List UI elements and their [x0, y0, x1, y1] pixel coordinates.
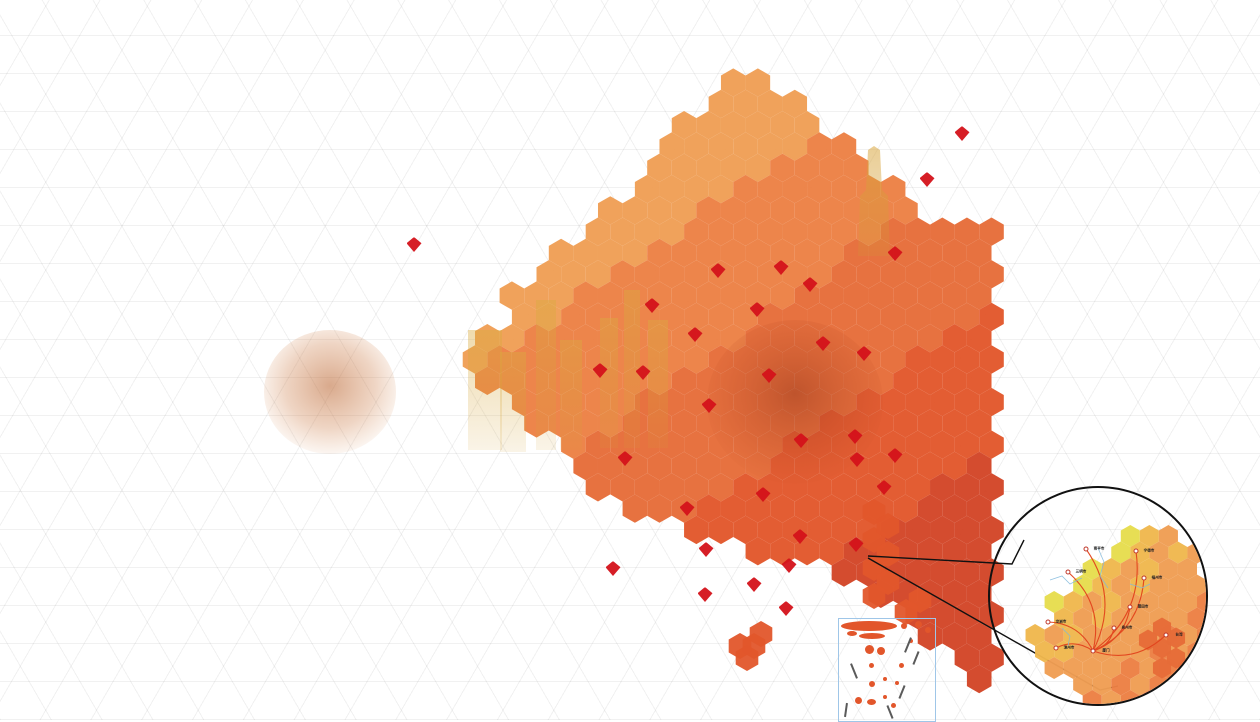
south-china-sea-inset[interactable]	[838, 618, 936, 722]
island-marker	[869, 663, 874, 668]
island-marker	[877, 647, 885, 655]
boundary-dash	[912, 651, 920, 665]
island-marker	[909, 639, 913, 643]
boundary-dash	[904, 637, 912, 653]
inset-node-label: 南平市	[1093, 546, 1105, 551]
inset-node-marker	[1133, 548, 1139, 554]
xiamen-detail-inset[interactable]: 南平市 宁德市三明市福州市莆田市泉州市 龙岩市漳州市 台湾厦门	[988, 486, 1208, 706]
connection-arc	[1047, 621, 1094, 652]
boundary-dash	[850, 663, 858, 679]
inset-node-label: 漳州市	[1063, 645, 1075, 650]
inset-node-label: 龙岩市	[1055, 619, 1067, 624]
connection-arc	[1092, 634, 1167, 656]
inset-node-label: 三明市	[1075, 569, 1087, 574]
inset-node-marker	[1111, 625, 1117, 631]
inset-node-marker	[1053, 645, 1059, 651]
inset-node-marker	[1127, 604, 1133, 610]
inset-node-label: 泉州市	[1121, 625, 1133, 630]
inset-node-label: 莆田市	[1137, 604, 1149, 609]
inset-node-label: 台湾	[1175, 632, 1183, 637]
island-marker	[855, 697, 862, 704]
inset-node-label: 福州市	[1151, 575, 1163, 580]
photo-blend-overlay	[264, 320, 883, 484]
boundary-dash	[844, 702, 848, 718]
inset-node-label: 厦门	[1102, 648, 1110, 653]
inset-node-label: 宁德市	[1143, 548, 1155, 553]
island-marker	[891, 703, 896, 708]
island-marker	[925, 627, 931, 633]
island-marker	[865, 645, 874, 654]
connection-arc	[1055, 643, 1094, 652]
island-marker	[895, 681, 899, 685]
island-marker	[859, 633, 885, 639]
inset-node-marker	[1090, 648, 1096, 654]
island-marker	[867, 699, 876, 705]
island-marker	[899, 663, 904, 668]
island-marker	[901, 623, 907, 629]
inset-node-marker	[1083, 546, 1089, 552]
island-marker	[883, 695, 887, 699]
inset-node-marker	[1065, 569, 1071, 575]
island-marker	[847, 631, 857, 636]
inset-node-marker	[1045, 619, 1051, 625]
boundary-dash	[898, 685, 906, 699]
connection-arc	[1067, 571, 1097, 652]
island-marker	[915, 621, 922, 628]
cityscape-silhouette	[468, 146, 890, 452]
island-marker	[841, 621, 897, 631]
inset-node-marker	[1141, 575, 1147, 581]
inset-node-marker	[1163, 632, 1169, 638]
inset-hex-layer	[1025, 525, 1206, 704]
island-marker	[869, 681, 875, 687]
island-marker	[883, 677, 887, 681]
connection-arc	[1085, 548, 1106, 652]
connection-arc	[1092, 627, 1115, 652]
